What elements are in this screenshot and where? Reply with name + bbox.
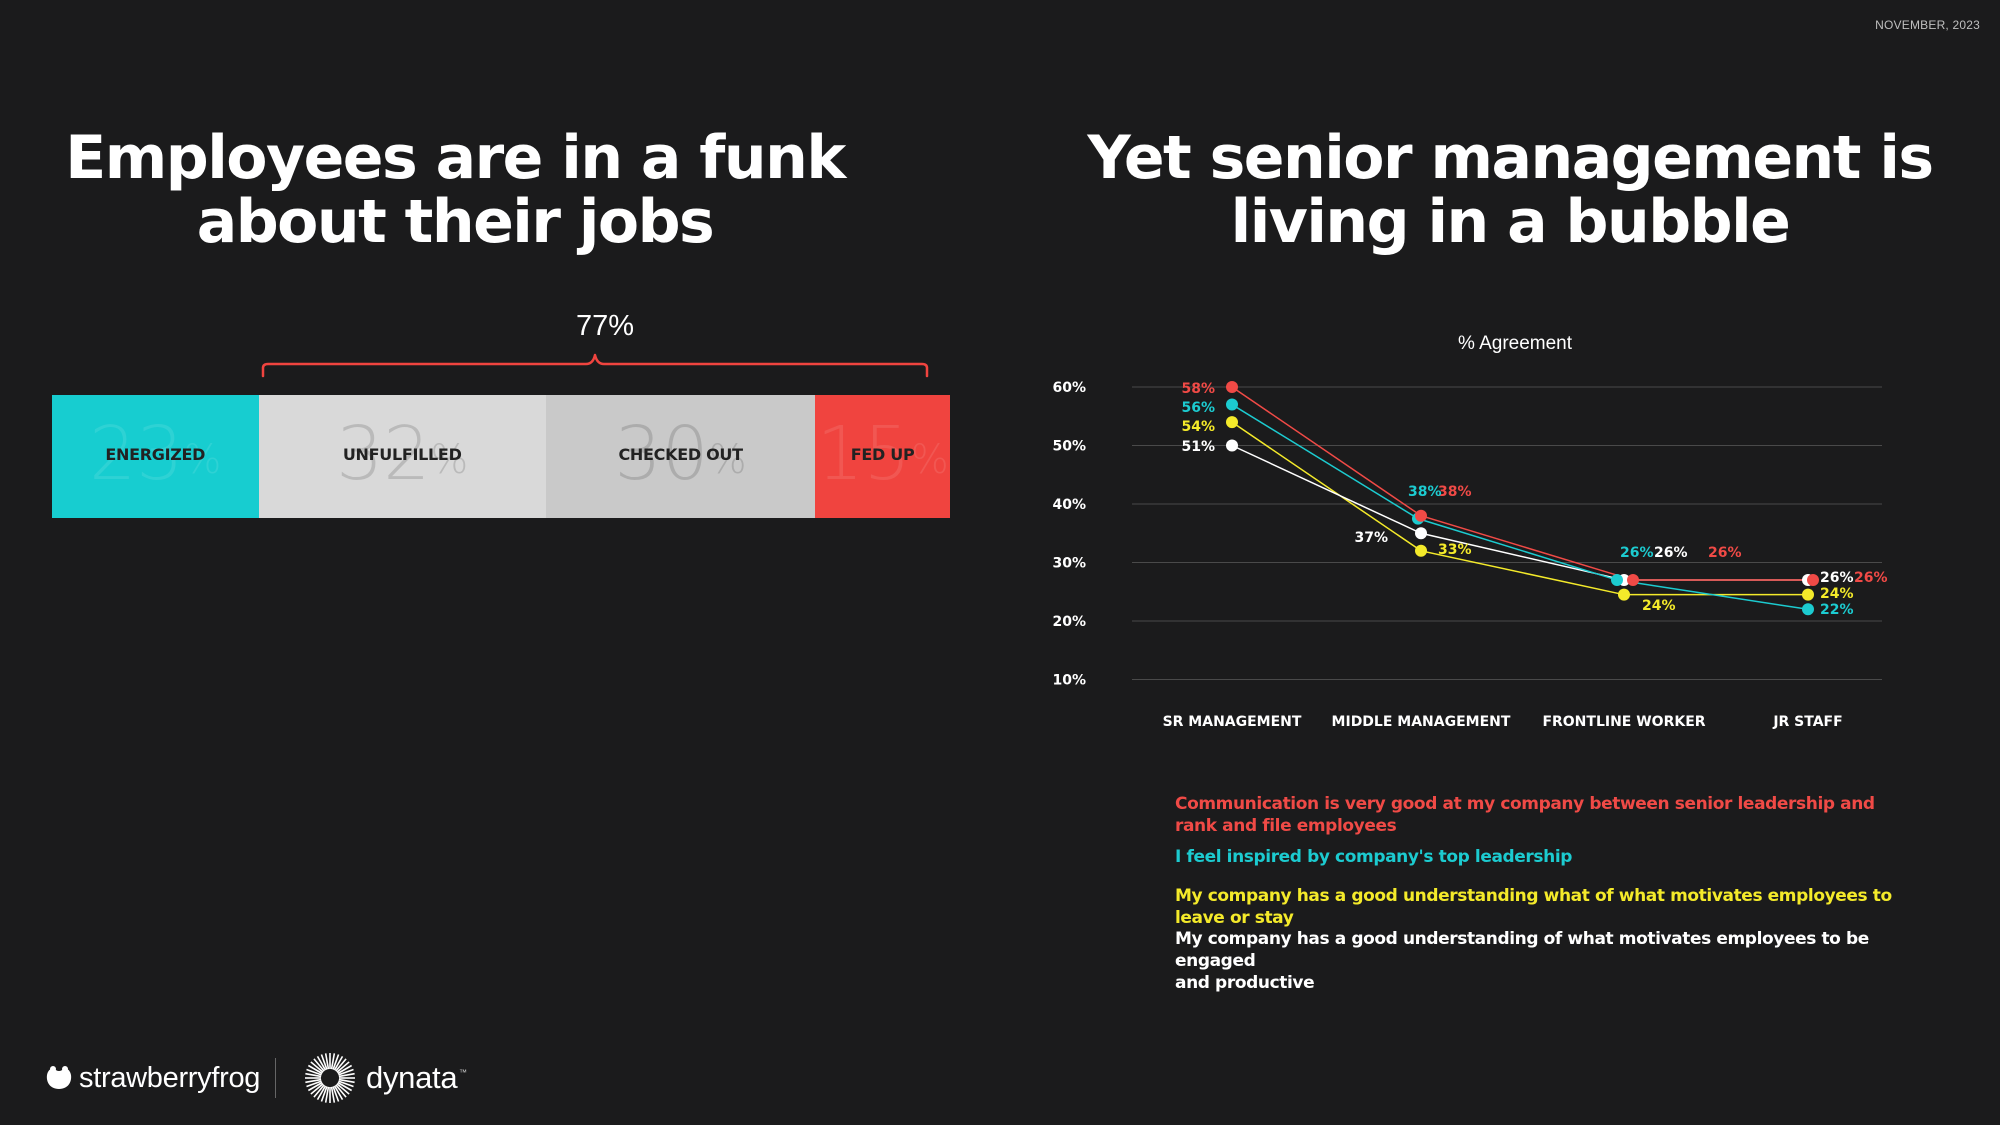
series-line	[1231, 386, 1813, 581]
right-title-line2: living in a bubble	[1230, 187, 1791, 257]
legend-text-line: I feel inspired by company's top leaders…	[1175, 847, 1573, 867]
agreement-line-chart: % Agreement 10% 20% 30% 40% 50% 60% SR MANAGEME…	[1052, 333, 1888, 730]
bar-value-label: 15%	[816, 411, 949, 497]
data-point	[1802, 588, 1814, 601]
legend-item-inspired: I feel inspired by company's top leaders…	[1175, 846, 1572, 868]
x-tick-label: FRONTLINE WORKER	[1542, 714, 1705, 730]
bar-value-label: 32%	[336, 411, 469, 497]
data-point	[1415, 527, 1427, 540]
series-line	[1231, 421, 1808, 596]
legend-item-communication: Communication is very good at my company…	[1175, 793, 1875, 837]
bracket-total-label: 77%	[575, 310, 635, 342]
x-tick-label: SR MANAGEMENT	[1163, 714, 1302, 730]
dynata-logo-icon	[305, 1053, 355, 1103]
data-label: 37%	[1354, 530, 1388, 546]
left-title: Employees are in a funk about their jobs	[40, 126, 870, 254]
report-date: NOVEMBER, 2023	[1875, 18, 1980, 32]
bar-category-label: UNFULFILLED	[342, 445, 462, 464]
data-label: 26%	[1820, 570, 1854, 586]
data-point	[1807, 574, 1819, 587]
data-label: 38%	[1438, 484, 1472, 500]
data-point	[1226, 439, 1238, 452]
bar-category-label: ENERGIZED	[105, 445, 206, 464]
dynata-logo-text: dynata	[366, 1060, 458, 1095]
bar-value-label: 23%	[89, 411, 222, 497]
data-label: 24%	[1820, 586, 1854, 602]
data-point	[1627, 574, 1639, 587]
trademark-mark: ™	[459, 1068, 467, 1077]
bracket-brace	[261, 353, 929, 378]
data-label: 51%	[1181, 439, 1215, 455]
x-tick-label: MIDDLE MANAGEMENT	[1332, 714, 1511, 730]
legend-item-engaged: My company has a good understanding of w…	[1175, 928, 1935, 994]
bar-segment-fed-up: 15% FED UP	[815, 395, 950, 518]
bar-category-label: FED UP	[850, 445, 915, 464]
data-label: 26%	[1854, 570, 1888, 586]
left-title-line1: Employees are in a funk	[65, 123, 846, 193]
data-label: 26%	[1708, 545, 1742, 561]
strawberryfrog-logo-icon	[46, 1066, 72, 1089]
series-line	[1231, 403, 1809, 611]
data-point	[1226, 381, 1238, 393]
y-tick-label: 10%	[1052, 673, 1086, 689]
data-point	[1226, 398, 1238, 411]
legend-text-line: My company has a good understanding of w…	[1175, 929, 1869, 971]
y-tick-label: 20%	[1052, 614, 1086, 630]
data-label: 58%	[1181, 381, 1215, 397]
legend-text-line: rank and file employees	[1175, 816, 1397, 836]
bar-segment-energized: 23% ENERGIZED	[52, 395, 259, 518]
data-point	[1415, 544, 1427, 557]
data-label: 22%	[1820, 602, 1854, 618]
data-label: 56%	[1181, 400, 1215, 416]
data-label: 38%	[1408, 484, 1442, 500]
strawberryfrog-logo-text: strawberryfrog	[79, 1062, 261, 1094]
right-title-line1: Yet senior management is	[1087, 123, 1934, 193]
data-point	[1415, 509, 1427, 522]
y-tick-label: 50%	[1052, 439, 1086, 455]
data-label: 26%	[1620, 545, 1654, 561]
bar-segment-unfulfilled: 32% UNFULFILLED	[258, 395, 546, 518]
legend-text-line: and productive	[1175, 973, 1315, 993]
right-title: Yet senior management is living in a bub…	[1070, 126, 1950, 254]
sentiment-stacked-bar: 23% ENERGIZED 32% UNFULFILLED 30% CHECKED OUT…	[52, 395, 950, 518]
y-tick-label: 60%	[1052, 380, 1086, 396]
data-point	[1226, 416, 1238, 429]
legend-text-line: Communication is very good at my company…	[1175, 794, 1875, 814]
chart-title: % Agreement	[1458, 333, 1573, 354]
legend-text-line: My company has a good understanding what…	[1175, 886, 1892, 928]
data-label: 54%	[1181, 419, 1215, 435]
x-tick-label: JR STAFF	[1772, 714, 1842, 730]
left-title-line2: about their jobs	[196, 187, 715, 257]
y-tick-label: 30%	[1052, 556, 1086, 572]
data-point	[1611, 574, 1623, 587]
data-label: 24%	[1642, 598, 1676, 614]
bar-value-label: 30%	[614, 411, 747, 497]
data-point	[1618, 588, 1630, 601]
bar-category-label: CHECKED OUT	[618, 445, 743, 464]
footer-logos: strawberryfrog dynata ™	[46, 1052, 486, 1108]
data-point	[1802, 603, 1814, 616]
legend-item-leave-or-stay: My company has a good understanding what…	[1175, 885, 1935, 929]
bar-segment-checked-out: 30% CHECKED OUT	[545, 395, 816, 518]
y-tick-label: 40%	[1052, 497, 1086, 513]
data-label: 33%	[1438, 542, 1472, 558]
data-label: 26%	[1654, 545, 1688, 561]
logo-divider	[275, 1058, 276, 1098]
